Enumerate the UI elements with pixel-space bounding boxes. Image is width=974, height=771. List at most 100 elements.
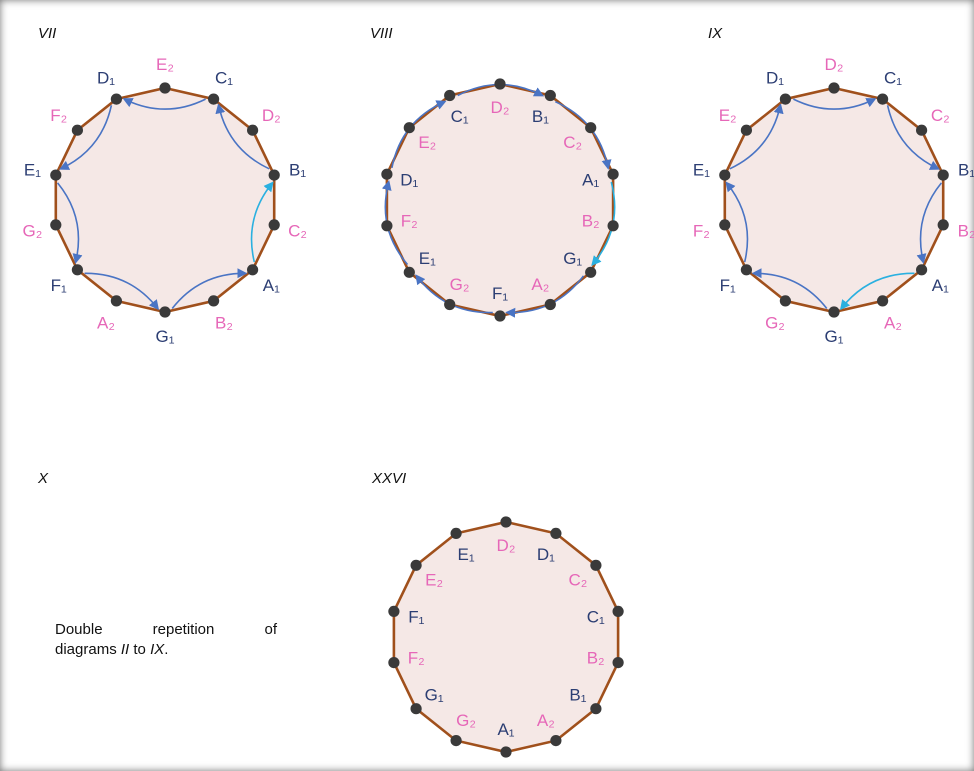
description-line-2: diagrams II to IX.: [55, 640, 277, 660]
node-dot: [590, 559, 602, 571]
node-dot: [403, 266, 415, 278]
node-label: A₁: [582, 170, 599, 189]
node-dot: [208, 295, 220, 307]
node-dot: [208, 93, 220, 105]
node-dot: [71, 124, 83, 136]
panel-title-ix: IX: [708, 25, 723, 42]
node-label: A₂: [97, 314, 115, 333]
word-repetition: repetition: [152, 621, 215, 638]
node-label: E₁: [24, 161, 41, 180]
node-dot: [159, 306, 171, 318]
node-label: A₂: [884, 314, 902, 333]
node-dot: [550, 527, 562, 540]
node-dot: [779, 93, 792, 105]
node-dot: [410, 559, 422, 571]
node-label: C₂: [563, 133, 582, 152]
node-label: D₂: [262, 106, 281, 125]
node-dot: [381, 220, 393, 232]
node-label: E₂: [418, 133, 436, 152]
node-label: F₁: [408, 608, 424, 627]
node-label: A₁: [263, 276, 280, 295]
node-label: D₂: [497, 536, 516, 555]
node-label: D₁: [537, 545, 555, 564]
node-dot: [544, 89, 556, 102]
node-dot: [494, 78, 506, 90]
node-label: A₁: [497, 720, 514, 739]
desc-prefix: diagrams: [55, 641, 121, 658]
node-label: G₁: [156, 327, 175, 346]
diagram-ix: D₂ C₁ C₂ B₁ B₂ A₁ A₂ G₁ G₂ F₁ F₂ E₁ E₂ D₁: [693, 55, 974, 346]
node-label: D₂: [825, 55, 844, 74]
node-label: D₁: [97, 69, 115, 88]
node-dot: [159, 82, 171, 94]
word-of: of: [264, 621, 277, 638]
panel-title-x: X: [37, 470, 49, 487]
node-dot: [444, 298, 456, 311]
node-label: B₁: [958, 161, 974, 180]
node-label: C₂: [568, 571, 587, 590]
node-label: D₂: [491, 98, 510, 117]
node-label: F₁: [51, 276, 67, 295]
transition-arrow: [916, 182, 943, 264]
node-dot: [494, 310, 506, 322]
transition-arrow: [729, 103, 784, 170]
node-dot: [828, 306, 840, 318]
transition-arrow: [751, 268, 828, 309]
panel-title-vii: VII: [38, 25, 56, 42]
node-dot: [247, 124, 259, 136]
transition-arrow: [250, 181, 274, 263]
node-dot: [590, 703, 602, 715]
node-label: F₂: [50, 106, 67, 125]
node-dot: [50, 219, 62, 231]
node-label: A₂: [537, 711, 555, 730]
transition-arrow: [839, 272, 915, 311]
node-label: B₂: [582, 212, 600, 231]
node-label: E₂: [425, 571, 443, 590]
node-label: F₂: [401, 212, 418, 231]
node-label: B₂: [587, 649, 605, 668]
node-label: E₁: [419, 249, 436, 268]
node-dot: [585, 266, 597, 278]
polygon-outline: [54, 86, 276, 314]
node-dot: [110, 295, 122, 307]
node-dot: [740, 124, 753, 136]
description-line-1: Double repetition of: [55, 620, 277, 640]
node-label: E₁: [693, 161, 710, 180]
node-label: G₂: [22, 221, 42, 240]
node-label: C₁: [215, 69, 233, 88]
node-label: G₂: [450, 275, 470, 294]
node-dot: [612, 657, 624, 669]
node-dot: [877, 295, 889, 307]
panel-title-xxvi: XXVI: [371, 470, 406, 487]
node-dot: [877, 93, 889, 105]
transition-arrow: [215, 103, 270, 170]
node-label: B₁: [289, 161, 306, 180]
node-dot: [500, 746, 512, 758]
node-label: C₁: [451, 107, 469, 126]
desc-period: .: [164, 641, 169, 658]
node-label: C₂: [288, 221, 307, 240]
desc-diagram-end: IX: [150, 641, 165, 658]
node-label: B₂: [215, 314, 233, 333]
node-label: E₂: [719, 106, 737, 125]
node-dot: [916, 124, 928, 136]
node-dot: [779, 295, 792, 307]
polygon-outline: [723, 86, 945, 314]
transition-arrow: [886, 105, 941, 170]
transition-arrow: [84, 272, 160, 311]
node-label: C₂: [931, 106, 950, 125]
node-label: B₁: [569, 685, 586, 704]
node-label: G₁: [825, 327, 844, 346]
node-label: F₁: [720, 276, 736, 295]
node-dot: [740, 264, 753, 276]
transition-arrow: [58, 105, 113, 170]
node-dot: [50, 169, 62, 181]
node-dot: [410, 703, 422, 715]
desc-to: to: [129, 641, 151, 658]
node-dot: [937, 169, 949, 181]
node-label: E₂: [156, 55, 174, 74]
node-dot: [544, 298, 556, 311]
node-dot: [388, 657, 400, 669]
node-label: G₂: [765, 314, 785, 333]
